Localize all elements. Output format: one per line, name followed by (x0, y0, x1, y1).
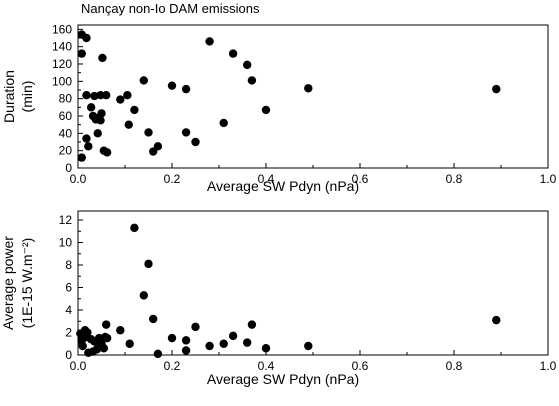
data-point (78, 341, 87, 351)
data-point (261, 344, 271, 353)
x-tick-label: 0.4 (258, 172, 275, 186)
y-tick-label: 160 (52, 22, 72, 36)
plot-frame (77, 210, 549, 356)
data-point (247, 76, 257, 85)
data-point (98, 53, 107, 63)
x-tick-label: 0.2 (164, 359, 181, 373)
data-point (139, 291, 148, 300)
x-tick-label: 1.0 (540, 359, 557, 373)
data-point (102, 320, 111, 329)
y-tick-label: 2 (65, 326, 72, 340)
data-point (86, 103, 96, 112)
data-point (102, 91, 111, 100)
data-point (82, 91, 91, 100)
data-point (82, 134, 91, 143)
data-point (181, 84, 191, 94)
data-point (96, 116, 105, 125)
data-point (83, 328, 92, 337)
y-tick-label: 0 (65, 161, 72, 175)
data-point (144, 128, 153, 137)
data-point (219, 339, 228, 348)
data-point (130, 105, 139, 115)
data-point (243, 60, 252, 70)
x-tick-label: 0.8 (446, 359, 463, 373)
data-point (102, 333, 112, 343)
y-tick-label: 0 (65, 348, 72, 362)
data-point (97, 109, 106, 118)
data-point (99, 344, 109, 353)
data-point (191, 137, 200, 147)
x-tick-label: 0.6 (352, 172, 369, 186)
data-point (219, 118, 228, 128)
y-tick-label: 60 (59, 109, 73, 123)
data-point (228, 49, 238, 58)
y-tick-label: 6 (65, 281, 72, 295)
data-point (167, 81, 177, 90)
data-point (167, 333, 177, 343)
data-point (82, 33, 91, 43)
y-axis-label: Average power (0, 236, 16, 330)
data-point (139, 76, 148, 85)
x-axis-label: Average SW Pdyn (nPa) (207, 371, 359, 387)
data-point (492, 315, 501, 325)
data-point (181, 336, 191, 345)
data-point (84, 142, 93, 151)
plot-frame (77, 24, 549, 169)
y-axis-label: Duration (1, 70, 17, 123)
y-tick-label: 100 (52, 74, 72, 88)
x-tick-label: 0.4 (258, 359, 275, 373)
x-tick-label: 1.0 (540, 172, 557, 186)
y-tick-label: 40 (59, 126, 73, 140)
data-point (261, 105, 271, 115)
data-point (153, 142, 163, 151)
data-point (228, 331, 238, 341)
data-point (247, 320, 257, 329)
data-point (153, 349, 163, 359)
data-point (116, 326, 125, 335)
x-tick-label: 0.8 (446, 172, 463, 186)
data-point (102, 148, 112, 157)
data-point (205, 37, 214, 46)
figure-title: Nançay non-Io DAM emissions (81, 1, 260, 16)
x-tick-label: 0.0 (70, 359, 87, 373)
duration-panel: 0.0 0.2 0.4 0.6 0.8 1.0 0 20 40 60 80 100 120 140 160 A… (1, 22, 557, 194)
y-axis-label: (min) (19, 81, 35, 113)
power-panel: 0.0 0.2 0.4 0.6 0.8 1.0 0 2 4 6 8 10 12 Average SW Pd… (0, 210, 557, 387)
data-point (144, 259, 153, 269)
x-tick-label: 0.0 (70, 172, 87, 186)
y-axis-label: (1E-15 W.m⁻²) (19, 238, 35, 329)
data-point (492, 84, 501, 94)
data-point (191, 322, 200, 332)
data-point (116, 95, 125, 104)
y-tick-label: 140 (52, 40, 72, 54)
y-tick-label: 120 (52, 57, 72, 71)
data-point (93, 129, 102, 138)
data-point (130, 223, 139, 233)
data-point (77, 153, 86, 162)
data-point (205, 341, 214, 351)
data-point (304, 84, 313, 93)
x-axis-label: Average SW Pdyn (nPa) (207, 178, 359, 194)
data-point (304, 341, 313, 351)
data-point (77, 49, 86, 58)
y-tick-label: 4 (65, 303, 72, 317)
x-tick-label: 0.2 (164, 172, 181, 186)
data-point (123, 91, 132, 100)
x-tick-label: 0.6 (352, 359, 369, 373)
data-point (181, 346, 191, 355)
data-point (243, 338, 252, 347)
y-tick-label: 10 (59, 236, 73, 250)
y-tick-label: 80 (59, 92, 73, 106)
data-point (124, 120, 133, 129)
data-point (125, 339, 134, 348)
data-point (149, 314, 158, 324)
y-tick-label: 12 (59, 213, 73, 227)
y-tick-label: 8 (65, 258, 72, 272)
y-tick-label: 20 (59, 144, 73, 158)
data-point (181, 128, 191, 137)
